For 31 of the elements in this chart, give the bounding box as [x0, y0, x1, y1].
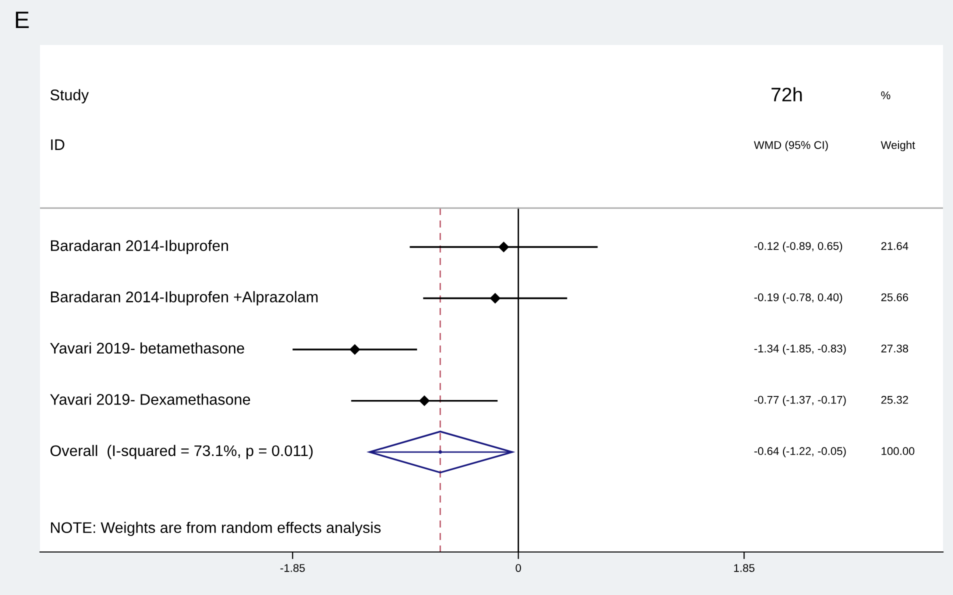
- point: [438, 450, 442, 454]
- x-tick-label: -1.85: [280, 564, 305, 572]
- annotation: 100.00: [882, 447, 914, 456]
- text: %: [881, 91, 890, 100]
- chart-title: E: [16, 12, 29, 28]
- annotation: -0.19 (-0.78, 0.40): [754, 293, 842, 304]
- annotation: -0.64 (-1.22, -0.05): [754, 446, 846, 458]
- y-tick-label: Yavari 2019- betamethasone: [50, 342, 244, 354]
- annotation: 27.38: [881, 344, 908, 352]
- point: [498, 242, 509, 252]
- x-tick-label: 0: [516, 564, 521, 572]
- annotation: -0.77 (-1.37, -0.17): [754, 396, 846, 406]
- y-tick-label: Overall (I-squared = 73.1%, p = 0.011): [50, 444, 313, 460]
- text: 72h: [772, 87, 802, 102]
- annotation: 21.64: [881, 242, 908, 250]
- x-tick-label: 1.85: [734, 564, 754, 572]
- point: [419, 396, 430, 406]
- annotation: -1.34 (-1.85, -0.83): [754, 344, 846, 355]
- text: WMD (95% CI): [754, 140, 828, 152]
- text: ID: [51, 139, 64, 150]
- annotation: 25.66: [881, 293, 908, 302]
- text: Weight: [880, 140, 916, 152]
- point: [350, 344, 360, 355]
- y-tick-label: Baradaran 2014-Ibuprofen +Alprazolam: [51, 291, 318, 306]
- text: Study: [50, 89, 89, 104]
- text: NOTE: Weights are from random effects analysis: [51, 522, 381, 536]
- y-tick-label: Baradaran 2014-Ibuprofen: [51, 240, 228, 254]
- annotation: 25.32: [881, 396, 908, 404]
- annotation: -0.12 (-0.89, 0.65): [754, 242, 842, 252]
- y-tick-label: Yavari 2019- Dexamethasone: [50, 394, 250, 405]
- point: [490, 293, 500, 304]
